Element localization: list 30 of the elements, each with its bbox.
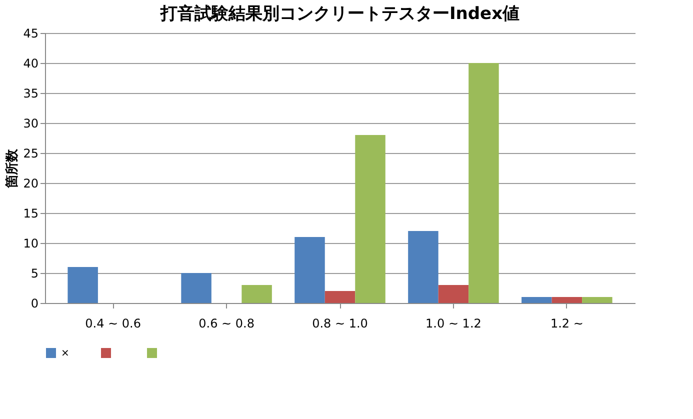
y-tick-label: 25 (23, 146, 38, 160)
legend-label: × (61, 348, 70, 359)
y-tick-label: 30 (23, 116, 38, 130)
y-tick-label: 20 (23, 176, 38, 190)
bar (438, 285, 469, 303)
x-tick-label: 0.6 ~ 0.8 (198, 316, 254, 330)
bar (408, 231, 438, 303)
x-tick-label: 0.4 ~ 0.6 (85, 316, 142, 330)
bar (242, 285, 272, 303)
bar (468, 63, 499, 303)
y-tick-label: 35 (23, 86, 38, 100)
bar (552, 297, 582, 303)
y-tick-label: 45 (23, 26, 38, 40)
x-tick-label: 0.8 ~ 1.0 (312, 316, 368, 330)
y-tick-label: 40 (23, 56, 38, 70)
bar (522, 297, 552, 303)
chart-title: 打音試験結果別コンクリートテスターIndex値 (159, 4, 520, 24)
y-tick-label: 10 (23, 236, 38, 250)
y-tick-label: 15 (23, 206, 38, 220)
bar (324, 291, 356, 303)
bar (294, 237, 325, 303)
bar (68, 267, 98, 303)
x-tick-label: 1.0 ~ 1.2 (426, 316, 482, 330)
y-tick-label: 5 (30, 266, 38, 280)
y-axis-title: 箇所数 (4, 148, 20, 189)
bar (181, 273, 212, 303)
x-tick-label: 1.2 ~ (550, 316, 584, 330)
y-tick-label: 0 (30, 296, 38, 310)
bar (582, 297, 612, 303)
bar (355, 135, 386, 303)
